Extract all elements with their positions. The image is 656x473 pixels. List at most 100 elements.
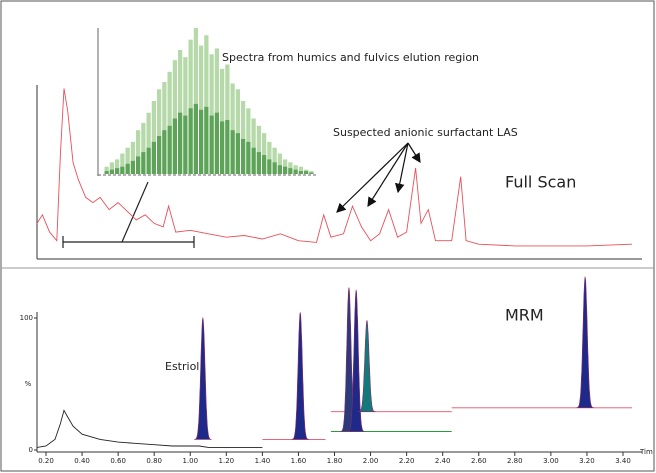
spectrum-bar (162, 82, 167, 174)
y-tick-label: 100 (20, 314, 33, 322)
x-tick-label: 0.20 (38, 457, 54, 465)
x-axis-label: Tim (639, 448, 653, 456)
spectrum-bar (267, 159, 272, 174)
annotation: Suspected anionic surfactant LAS (333, 126, 518, 139)
x-tick-label: 1.60 (291, 457, 307, 465)
spectrum-bar (136, 156, 141, 174)
spectrum-bar (235, 89, 240, 174)
spectrum-bar (188, 39, 193, 175)
x-tick-label: 2.00 (363, 457, 379, 465)
peak (194, 317, 212, 440)
spectrum-bar (157, 89, 162, 174)
spectrum-bar (241, 138, 246, 174)
spectrum-bar (235, 133, 240, 174)
spectrum-bar (309, 172, 314, 174)
spectrum-bar (277, 165, 282, 174)
spectrum-bar (104, 171, 109, 174)
spectrum-bar (130, 160, 135, 174)
trace (36, 409, 263, 448)
x-tick-label: 0.80 (146, 457, 162, 465)
spectrum-bar (115, 168, 120, 174)
spectrum-bar (120, 166, 125, 174)
spectrum-bar (188, 108, 193, 174)
spectrum-bar (277, 153, 282, 174)
spectrum-bar (199, 45, 204, 174)
spectrum-bar (298, 171, 303, 174)
spectrum-bar (304, 171, 309, 174)
spectrum-bar (230, 83, 235, 174)
spectrum-bar (193, 103, 198, 174)
spectrum-bar (214, 48, 219, 174)
spectrum-bar (298, 166, 303, 174)
spectrum-bar (246, 108, 251, 174)
peak (291, 311, 309, 440)
peak (358, 319, 376, 412)
spectrum-bar (256, 125, 261, 174)
spectrum-bar (178, 112, 183, 174)
y-tick-label: 0 (29, 446, 33, 454)
annotation: MRM (505, 306, 544, 325)
x-tick-label: 3.00 (543, 457, 559, 465)
spectrum-bar (214, 112, 219, 174)
spectrum-bar (109, 169, 114, 174)
spectrum-bar (293, 169, 298, 174)
bracket (62, 181, 195, 248)
spectrum-bar (151, 101, 156, 174)
x-tick-label: 2.60 (471, 457, 487, 465)
x-tick-label: 0.60 (110, 457, 126, 465)
spectrum-bar (146, 147, 151, 174)
spectrum-bar (204, 35, 209, 174)
spectrum-bar (115, 159, 120, 174)
spectrum-bar (199, 109, 204, 174)
spectrum-bar (125, 147, 130, 174)
spectrum-bar (267, 141, 272, 174)
x-tick-label: 2.20 (399, 457, 415, 465)
spectrum-bar (251, 147, 256, 174)
arrows (336, 142, 421, 213)
spectrum-bar (283, 166, 288, 174)
spectrum-bar (151, 141, 156, 174)
spectrum-bar (130, 141, 135, 174)
spectrum-bar (230, 130, 235, 174)
annotation: Full Scan (505, 173, 576, 192)
spectrum-bar (288, 168, 293, 174)
spectrum-bar (136, 130, 141, 174)
spectrum-bar (262, 133, 267, 174)
spectrum-bar (272, 147, 277, 174)
spectrum-bar (256, 152, 261, 174)
x-tick-label: 0.40 (74, 457, 90, 465)
x-tick-label: 1.40 (255, 457, 271, 465)
spectrum-bar (183, 115, 188, 174)
spectrum-bar (272, 162, 277, 174)
spectrum-bar (120, 153, 125, 174)
x-tick-label: 2.40 (435, 457, 451, 465)
spectrum-bar (225, 119, 230, 174)
spectrum-bar (193, 28, 198, 174)
spectrum-bar (125, 163, 130, 174)
spectrum-bar (172, 118, 177, 174)
spectrum-bar (209, 54, 214, 174)
spectrum-bar (172, 60, 177, 175)
spectrum-bar (178, 49, 183, 174)
x-tick-label: 1.80 (327, 457, 343, 465)
spectrum-bar (241, 101, 246, 174)
spectrum-bar (146, 112, 151, 174)
x-tick-label: 3.40 (615, 457, 631, 465)
spectrum-bar (251, 118, 256, 174)
x-tick-label: 1.20 (219, 457, 235, 465)
spectrum-bar (262, 155, 267, 174)
annotation: Spectra from humics and fulvics elution … (222, 51, 479, 64)
trace (36, 88, 633, 247)
peak (576, 276, 594, 408)
x-tick-label: 2.80 (507, 457, 523, 465)
spectrum-bar (204, 106, 209, 174)
spectrum-bar (225, 64, 230, 174)
spectrum-bar (157, 136, 162, 174)
spectrum-bar (104, 166, 109, 174)
spectrum-bar (220, 121, 225, 174)
annotation: Estriol (165, 360, 199, 373)
y-axis-label: % (25, 380, 32, 388)
spectrum-bar (141, 152, 146, 174)
spectrum-bar (167, 125, 172, 174)
